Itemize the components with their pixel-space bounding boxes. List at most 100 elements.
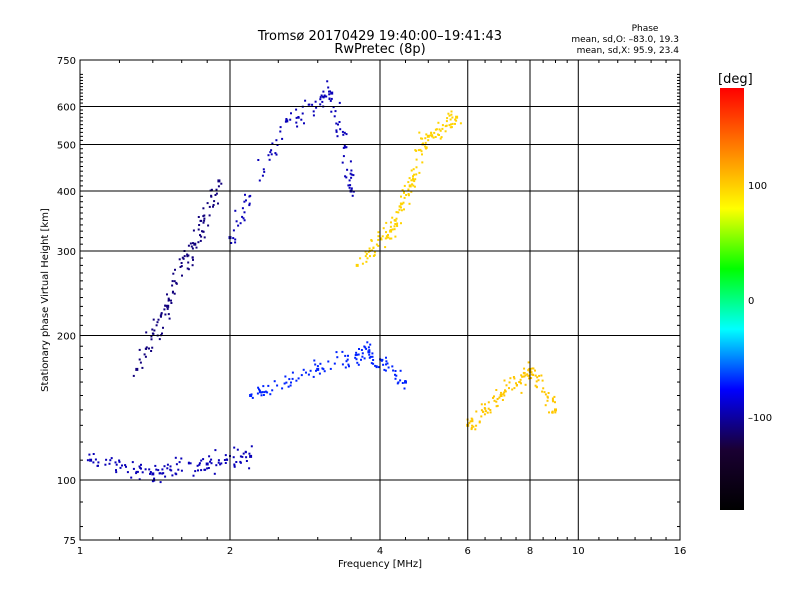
data-point xyxy=(361,355,364,358)
data-point xyxy=(537,379,540,382)
data-point xyxy=(250,445,253,448)
data-point xyxy=(373,254,376,257)
data-point xyxy=(162,326,164,329)
data-point xyxy=(158,338,161,341)
data-point xyxy=(224,454,227,457)
data-point xyxy=(342,133,345,136)
data-point xyxy=(414,178,417,181)
data-point xyxy=(189,462,192,465)
data-point xyxy=(248,202,251,205)
data-point xyxy=(450,113,453,116)
data-point xyxy=(489,409,492,411)
data-point xyxy=(484,410,487,413)
data-point xyxy=(520,391,523,394)
data-point xyxy=(284,375,287,378)
data-point xyxy=(441,127,444,130)
data-point xyxy=(143,353,146,356)
data-point xyxy=(391,228,394,231)
data-point xyxy=(173,292,176,295)
data-point xyxy=(548,411,550,414)
data-point xyxy=(395,217,398,220)
data-point xyxy=(94,458,97,461)
data-point xyxy=(404,380,407,384)
data-point xyxy=(347,363,350,366)
data-point xyxy=(212,204,215,206)
data-point xyxy=(382,227,385,230)
data-point xyxy=(156,321,159,324)
data-point xyxy=(504,390,507,393)
data-point xyxy=(153,479,156,482)
data-point xyxy=(407,194,410,197)
data-point xyxy=(267,384,270,387)
data-point xyxy=(367,250,370,253)
data-point xyxy=(205,462,209,466)
data-point xyxy=(258,391,261,394)
data-point xyxy=(139,361,142,364)
data-point xyxy=(171,284,174,287)
data-point xyxy=(187,244,190,247)
data-point xyxy=(237,224,240,227)
data-point xyxy=(167,297,170,300)
data-point xyxy=(523,367,526,370)
data-point xyxy=(396,222,399,225)
data-point xyxy=(408,177,411,180)
data-point xyxy=(190,245,193,248)
data-point xyxy=(329,99,332,102)
data-point xyxy=(207,467,210,469)
data-point xyxy=(450,126,453,129)
data-point xyxy=(281,387,284,390)
data-point xyxy=(365,253,368,255)
data-point xyxy=(215,188,218,191)
data-point xyxy=(480,415,483,418)
data-point xyxy=(401,202,404,205)
data-point xyxy=(191,264,194,267)
data-point xyxy=(325,95,328,98)
data-point xyxy=(470,428,473,431)
data-point xyxy=(344,366,347,369)
data-point xyxy=(283,382,286,385)
data-point xyxy=(220,182,223,185)
data-point xyxy=(164,475,167,478)
data-point xyxy=(367,346,370,349)
data-point xyxy=(424,145,427,148)
data-point xyxy=(191,247,194,250)
data-point xyxy=(375,243,378,246)
data-point xyxy=(266,391,269,394)
data-point xyxy=(206,467,209,470)
data-point xyxy=(175,473,178,476)
data-point xyxy=(234,238,237,241)
data-point xyxy=(322,90,325,93)
data-point xyxy=(450,123,453,126)
data-point xyxy=(359,257,362,260)
data-point xyxy=(454,122,456,125)
data-point xyxy=(178,461,181,464)
data-point xyxy=(426,134,430,138)
data-point xyxy=(210,188,213,191)
data-point xyxy=(194,470,197,473)
data-point xyxy=(244,450,247,453)
data-point xyxy=(440,136,443,139)
data-point xyxy=(408,202,411,205)
data-point xyxy=(402,201,405,204)
data-point xyxy=(295,121,298,124)
data-point xyxy=(269,393,272,396)
data-point xyxy=(356,361,359,364)
data-point xyxy=(180,457,183,460)
data-point xyxy=(544,404,547,407)
data-point xyxy=(275,153,278,156)
data-point xyxy=(262,394,265,396)
data-point xyxy=(202,458,205,461)
data-point xyxy=(245,456,248,459)
data-point xyxy=(275,139,278,142)
data-point xyxy=(421,137,424,140)
data-point xyxy=(160,313,163,316)
data-point xyxy=(163,308,166,311)
data-point xyxy=(410,190,413,193)
data-point xyxy=(400,206,402,209)
data-point xyxy=(290,381,292,384)
data-point xyxy=(420,150,423,153)
data-point xyxy=(260,394,263,397)
data-point xyxy=(474,428,477,431)
data-point xyxy=(304,99,307,102)
data-point xyxy=(502,392,505,395)
